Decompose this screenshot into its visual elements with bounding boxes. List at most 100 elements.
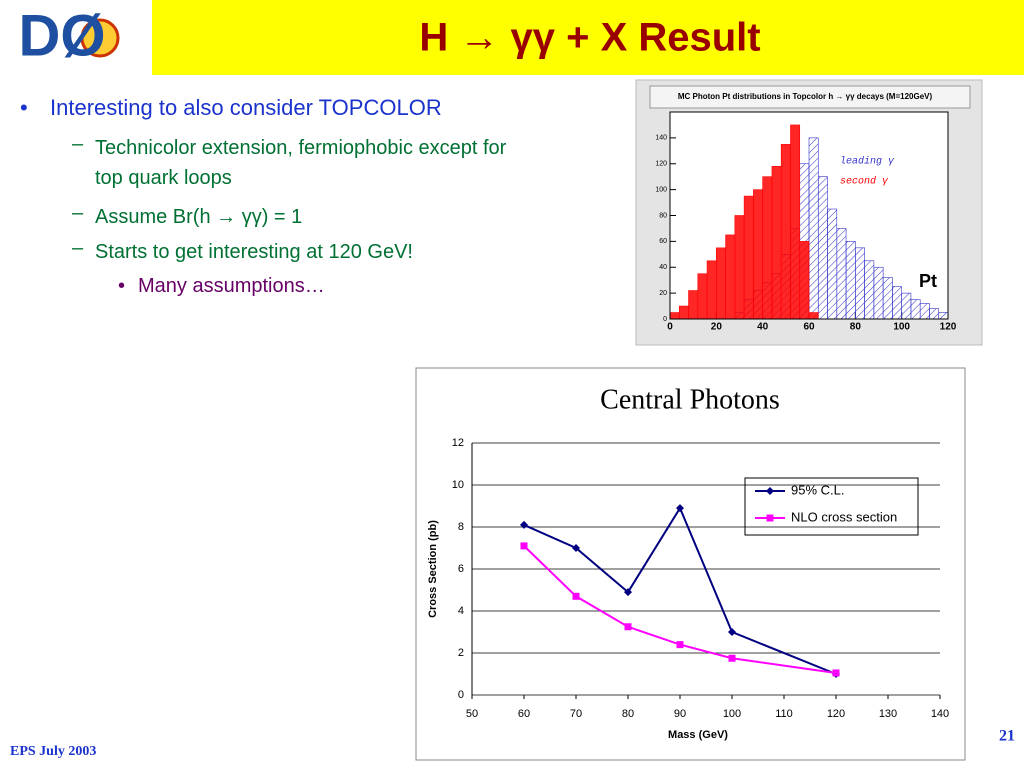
hist-bar <box>669 312 680 320</box>
y-tick-label: 80 <box>659 212 667 219</box>
page-number: 21 <box>999 728 1015 745</box>
hist-bar <box>882 277 893 320</box>
legend-label: second γ <box>840 176 889 188</box>
y-axis-label: Cross Section (pb) <box>427 520 439 618</box>
marker <box>624 588 632 597</box>
legend-label: NLO cross section <box>791 509 897 524</box>
y-tick-label: 20 <box>659 290 667 297</box>
x-tick-label: 70 <box>570 708 582 720</box>
marker <box>572 592 580 600</box>
y-tick-label: 12 <box>452 437 464 449</box>
hist-bar <box>753 189 763 320</box>
legend-marker <box>766 514 774 522</box>
bullet-text: Many assumptions… <box>138 275 325 297</box>
series-line <box>523 545 837 674</box>
hist-bar <box>929 308 940 320</box>
hist-bar <box>697 273 708 320</box>
footer-left: EPS July 2003 <box>10 744 96 759</box>
hist-bar <box>901 292 912 320</box>
logo: DØ <box>3 3 148 73</box>
x-axis-label: Mass (GeV) <box>668 729 728 741</box>
bullet-marker: – <box>72 133 84 155</box>
slide-title: H → γγ + X Result <box>419 16 760 60</box>
x-tick-label: 110 <box>775 708 793 720</box>
y-tick-label: 0 <box>663 316 667 323</box>
hist-bar <box>808 137 819 320</box>
y-tick-label: 60 <box>659 238 667 245</box>
hist-bar <box>808 312 819 320</box>
hist-bar <box>716 247 726 320</box>
hist-bar <box>678 305 689 320</box>
x-tick-label: 60 <box>803 322 815 333</box>
hist-bar <box>836 228 847 320</box>
series-line <box>523 505 837 675</box>
marker <box>676 641 684 649</box>
hist-bar <box>817 176 828 320</box>
legend-label: leading γ <box>840 156 895 168</box>
y-tick-label: 0 <box>458 689 464 701</box>
bullet-text: Assume Br(h → γγ) = 1 <box>95 206 303 228</box>
hist-bar <box>827 208 838 320</box>
x-tick-label: 80 <box>622 708 634 720</box>
x-tick-label: 100 <box>893 322 910 333</box>
hist-title-box <box>649 85 971 109</box>
legend-marker <box>766 487 774 495</box>
hist-frame <box>669 111 949 320</box>
hist-bar <box>855 247 865 320</box>
marker <box>676 504 684 513</box>
bullet-marker: – <box>72 237 84 259</box>
y-tick-label: 4 <box>458 605 464 617</box>
x-tick-label: 60 <box>518 708 530 720</box>
x-tick-label: 50 <box>466 708 478 720</box>
marker <box>520 542 528 550</box>
hist-title: MC Photon Pt distributions in Topcolor h… <box>678 92 933 101</box>
x-tick-label: 100 <box>723 708 741 720</box>
marker <box>728 628 736 636</box>
legend-box <box>744 477 919 536</box>
hist-bar <box>938 312 949 320</box>
hist-bar <box>734 215 745 320</box>
x-tick-label: 80 <box>850 322 862 333</box>
hist-bar <box>873 266 884 320</box>
x-tick-label: 90 <box>674 708 686 720</box>
y-tick-label: 120 <box>655 161 667 168</box>
y-tick-label: 6 <box>458 563 464 575</box>
hist-bar <box>688 290 699 320</box>
marker <box>624 623 632 631</box>
hist-bar <box>725 234 736 320</box>
line-panel <box>415 367 966 761</box>
hist-bar <box>845 241 856 320</box>
y-tick-label: 40 <box>659 264 667 271</box>
hist-bar <box>799 241 810 320</box>
hist-bar <box>771 166 782 320</box>
hist-bar <box>762 176 773 320</box>
header-bar <box>152 0 1024 75</box>
marker <box>520 520 528 529</box>
bullet-text: Starts to get interesting at 120 GeV! <box>95 241 413 263</box>
x-tick-label: 120 <box>940 322 957 333</box>
x-tick-label: 120 <box>827 708 845 720</box>
y-tick-label: 140 <box>655 135 667 142</box>
marker <box>728 654 736 662</box>
marker <box>832 669 840 677</box>
x-tick-label: 130 <box>879 708 897 720</box>
hist-bar <box>919 303 930 320</box>
hist-bar <box>706 260 717 320</box>
bullet-marker: • <box>20 95 28 120</box>
x-tick-label: 20 <box>711 322 723 333</box>
y-tick-label: 100 <box>655 186 667 193</box>
bullet-marker: • <box>118 275 126 297</box>
x-tick-label: 140 <box>931 708 949 720</box>
legend-label: 95% C.L. <box>791 482 844 497</box>
bullet-marker: – <box>72 202 84 224</box>
y-tick-label: 8 <box>458 521 464 533</box>
y-tick-label: 10 <box>452 479 464 491</box>
hist-bar <box>910 299 921 320</box>
bullet-text: Technicolor extension, fermiophobic exce… <box>95 137 507 189</box>
hist-bar <box>780 144 791 320</box>
x-tick-label: 0 <box>667 322 673 333</box>
line-title: Central Photons <box>600 384 780 415</box>
hist-bar <box>743 195 754 320</box>
